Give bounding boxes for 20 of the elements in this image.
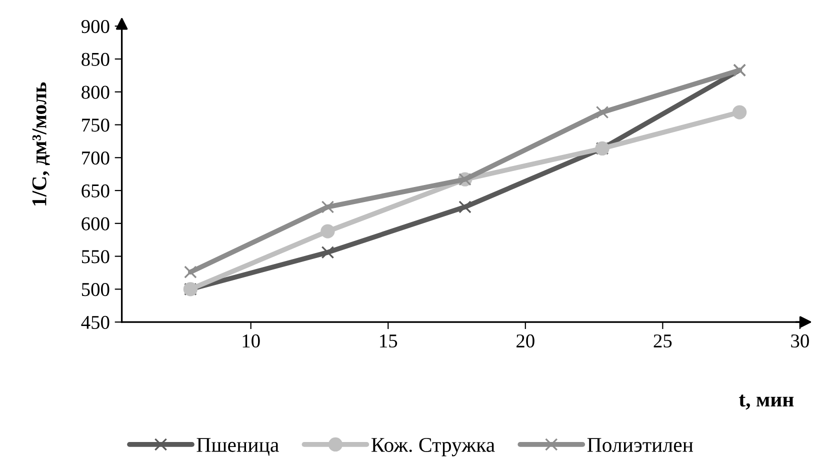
y-tick-label: 550 bbox=[82, 250, 110, 264]
y-tick-label: 700 bbox=[82, 151, 110, 165]
y-tick-label: 600 bbox=[82, 217, 110, 230]
x-tick-label: 10 bbox=[242, 334, 260, 348]
y-tick-label: 750 bbox=[82, 118, 110, 132]
y-axis-title: 1/C, дм³/моль bbox=[32, 82, 50, 206]
x-tick-label: 30 bbox=[791, 334, 809, 348]
y-tick-label: 450 bbox=[81, 316, 110, 329]
y-tick-label: 800 bbox=[82, 86, 110, 99]
legend-label: Кож. Стружка bbox=[371, 438, 495, 456]
y-tick-label: 500 bbox=[82, 282, 110, 296]
y-tick-label: 650 bbox=[82, 184, 110, 198]
x-tick-label: 25 bbox=[654, 334, 672, 348]
x-axis-title: t, мин bbox=[738, 394, 794, 410]
x-tick-label: 20 bbox=[516, 334, 534, 348]
legend-label: Пшеница bbox=[196, 438, 279, 456]
x-tick-label: 15 bbox=[380, 334, 398, 348]
legend-label: Полиэтилен bbox=[587, 438, 694, 452]
y-tick-label: 900 bbox=[81, 20, 110, 34]
y-tick-label: 850 bbox=[82, 52, 110, 66]
